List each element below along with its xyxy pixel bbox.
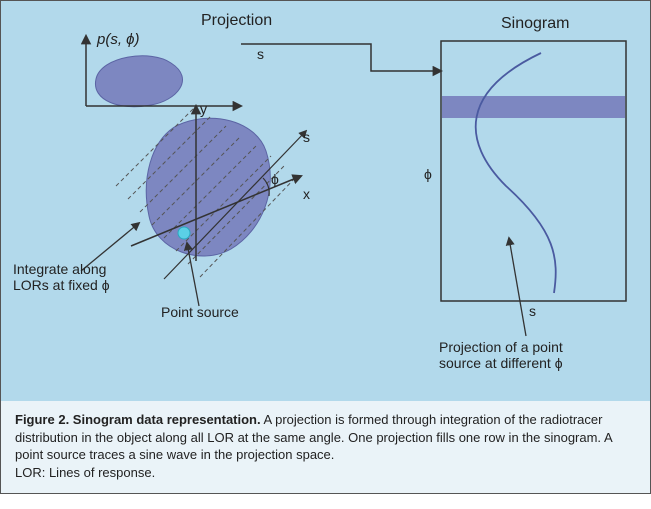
caption: Figure 2. Sinogram data representation. …	[1, 401, 650, 493]
label-point-source: Point source	[161, 304, 239, 320]
label-y: y	[200, 101, 207, 117]
label-x: x	[303, 186, 310, 202]
label-phi-left: ϕ	[424, 166, 432, 182]
label-sinogram: Sinogram	[501, 15, 569, 33]
label-p-axis: p(s, ϕ)	[97, 31, 140, 48]
label-s-top: s	[257, 46, 264, 62]
caption-title: Figure 2. Sinogram data representation.	[15, 412, 261, 427]
label-projection: Projection	[201, 12, 272, 30]
caption-footer: LOR: Lines of response.	[15, 465, 155, 480]
label-s-bottom: s	[529, 303, 536, 319]
label-s-diag: s	[303, 129, 310, 145]
label-proj-point: Projection of a point source at differen…	[439, 339, 563, 371]
label-integrate: Integrate along LORs at fixed ϕ	[13, 261, 110, 293]
label-phi-mid: ϕ	[271, 171, 279, 187]
diagram: Projection Sinogram p(s, ϕ) s y s ϕ x In…	[1, 1, 650, 401]
